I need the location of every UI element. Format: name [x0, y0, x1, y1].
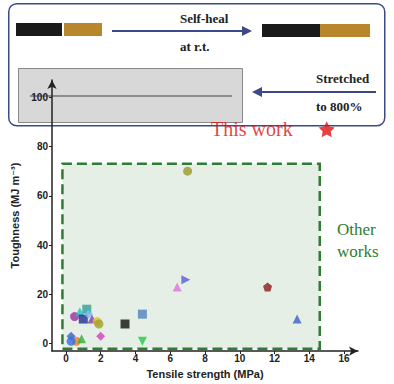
svg-text:12: 12 — [269, 353, 281, 364]
svg-text:to 800%: to 800% — [316, 99, 363, 114]
svg-text:100: 100 — [31, 92, 48, 103]
svg-text:16: 16 — [339, 353, 351, 364]
svg-text:80: 80 — [37, 141, 49, 152]
svg-text:4: 4 — [133, 353, 139, 364]
svg-text:0: 0 — [42, 338, 48, 349]
svg-text:14: 14 — [304, 353, 316, 364]
svg-text:Toughness (MJ m⁻³): Toughness (MJ m⁻³) — [9, 162, 21, 268]
svg-text:2: 2 — [98, 353, 104, 364]
svg-text:Stretched: Stretched — [316, 71, 370, 86]
svg-text:Other: Other — [337, 220, 376, 239]
svg-text:at r.t.: at r.t. — [180, 39, 210, 54]
svg-text:0: 0 — [63, 353, 69, 364]
svg-text:6: 6 — [167, 353, 173, 364]
svg-text:works: works — [337, 242, 379, 261]
svg-text:Tensile strength (MPa): Tensile strength (MPa) — [146, 368, 263, 380]
svg-text:8: 8 — [202, 353, 208, 364]
svg-text:This work: This work — [211, 118, 293, 140]
svg-text:10: 10 — [234, 353, 246, 364]
svg-text:60: 60 — [37, 190, 49, 201]
svg-text:Self-heal: Self-heal — [180, 11, 229, 26]
svg-text:40: 40 — [37, 240, 49, 251]
svg-text:20: 20 — [37, 289, 49, 300]
